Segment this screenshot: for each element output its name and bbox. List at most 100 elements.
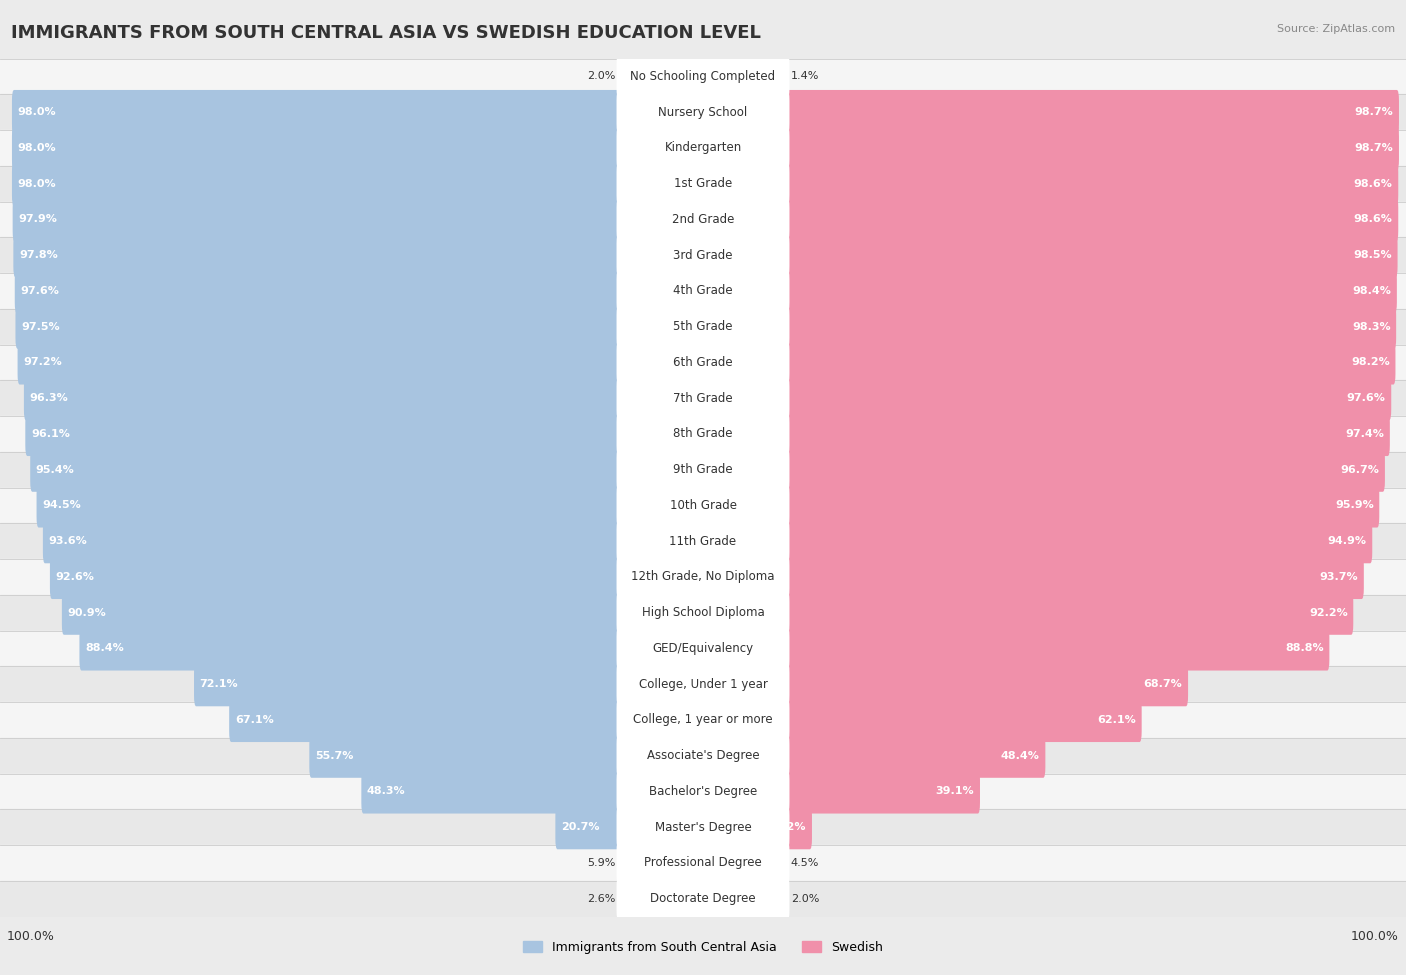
Text: 55.7%: 55.7%	[315, 751, 353, 760]
Bar	[0, 58, 1406, 95]
FancyBboxPatch shape	[616, 733, 790, 778]
FancyBboxPatch shape	[616, 340, 790, 384]
FancyBboxPatch shape	[616, 126, 790, 170]
Bar	[0, 344, 1406, 380]
FancyBboxPatch shape	[616, 55, 790, 98]
FancyBboxPatch shape	[785, 733, 1046, 778]
Text: 98.2%: 98.2%	[1351, 358, 1391, 368]
FancyBboxPatch shape	[51, 555, 621, 599]
Text: 96.7%: 96.7%	[1340, 465, 1379, 475]
FancyBboxPatch shape	[30, 448, 621, 491]
FancyBboxPatch shape	[616, 555, 790, 599]
Text: 72.1%: 72.1%	[200, 680, 238, 689]
FancyBboxPatch shape	[785, 304, 1396, 349]
Text: 93.7%: 93.7%	[1320, 572, 1358, 582]
Text: 12th Grade, No Diploma: 12th Grade, No Diploma	[631, 570, 775, 583]
FancyBboxPatch shape	[785, 340, 1395, 384]
FancyBboxPatch shape	[309, 733, 621, 778]
FancyBboxPatch shape	[17, 340, 621, 384]
Text: 15.2%: 15.2%	[768, 822, 807, 832]
Text: IMMIGRANTS FROM SOUTH CENTRAL ASIA VS SWEDISH EDUCATION LEVEL: IMMIGRANTS FROM SOUTH CENTRAL ASIA VS SW…	[11, 24, 761, 42]
FancyBboxPatch shape	[785, 805, 813, 849]
Text: GED/Equivalency: GED/Equivalency	[652, 642, 754, 655]
Text: 5.9%: 5.9%	[586, 858, 616, 868]
Text: 4.5%: 4.5%	[790, 858, 820, 868]
Bar	[0, 416, 1406, 451]
FancyBboxPatch shape	[616, 591, 790, 635]
Text: Nursery School: Nursery School	[658, 105, 748, 119]
FancyBboxPatch shape	[79, 626, 621, 671]
FancyBboxPatch shape	[616, 162, 790, 206]
Text: 6th Grade: 6th Grade	[673, 356, 733, 369]
Text: 98.0%: 98.0%	[17, 107, 56, 117]
Bar	[0, 880, 1406, 916]
Text: 96.3%: 96.3%	[30, 393, 69, 403]
Bar	[0, 451, 1406, 488]
Text: 98.0%: 98.0%	[17, 143, 56, 153]
FancyBboxPatch shape	[616, 840, 790, 885]
FancyBboxPatch shape	[229, 698, 621, 742]
Text: 9th Grade: 9th Grade	[673, 463, 733, 476]
Bar	[0, 809, 1406, 845]
FancyBboxPatch shape	[24, 376, 621, 420]
FancyBboxPatch shape	[361, 769, 621, 813]
Bar	[0, 559, 1406, 595]
Text: 10th Grade: 10th Grade	[669, 499, 737, 512]
FancyBboxPatch shape	[702, 844, 737, 881]
Text: 92.2%: 92.2%	[1309, 607, 1348, 617]
Text: High School Diploma: High School Diploma	[641, 606, 765, 619]
Text: 90.9%: 90.9%	[67, 607, 107, 617]
Text: 97.6%: 97.6%	[21, 286, 59, 295]
FancyBboxPatch shape	[616, 698, 790, 742]
Text: 97.2%: 97.2%	[22, 358, 62, 368]
Text: Professional Degree: Professional Degree	[644, 856, 762, 870]
Text: 98.7%: 98.7%	[1354, 143, 1393, 153]
FancyBboxPatch shape	[702, 880, 718, 917]
FancyBboxPatch shape	[13, 233, 621, 277]
Bar	[0, 702, 1406, 738]
Text: 96.1%: 96.1%	[31, 429, 70, 439]
Text: 2nd Grade: 2nd Grade	[672, 213, 734, 226]
FancyBboxPatch shape	[785, 698, 1142, 742]
Bar	[0, 666, 1406, 702]
Text: 5th Grade: 5th Grade	[673, 320, 733, 333]
FancyBboxPatch shape	[785, 376, 1392, 420]
FancyBboxPatch shape	[555, 805, 621, 849]
FancyBboxPatch shape	[616, 769, 790, 813]
Bar	[0, 130, 1406, 166]
Text: 48.4%: 48.4%	[1001, 751, 1040, 760]
Text: No Schooling Completed: No Schooling Completed	[630, 70, 776, 83]
FancyBboxPatch shape	[661, 844, 704, 881]
Text: 98.4%: 98.4%	[1353, 286, 1392, 295]
Text: 8th Grade: 8th Grade	[673, 427, 733, 441]
Text: 20.7%: 20.7%	[561, 822, 599, 832]
FancyBboxPatch shape	[785, 626, 1330, 671]
Text: 2.0%: 2.0%	[790, 894, 820, 904]
FancyBboxPatch shape	[616, 197, 790, 242]
Text: Bachelor's Degree: Bachelor's Degree	[650, 785, 756, 798]
FancyBboxPatch shape	[785, 197, 1398, 242]
FancyBboxPatch shape	[616, 805, 790, 849]
FancyBboxPatch shape	[785, 555, 1364, 599]
Bar	[0, 273, 1406, 309]
Text: 97.6%: 97.6%	[1347, 393, 1385, 403]
Text: College, 1 year or more: College, 1 year or more	[633, 714, 773, 726]
Text: 98.5%: 98.5%	[1354, 251, 1392, 260]
Bar	[0, 631, 1406, 666]
Legend: Immigrants from South Central Asia, Swedish: Immigrants from South Central Asia, Swed…	[519, 936, 887, 959]
Text: 97.9%: 97.9%	[18, 214, 58, 224]
Text: 7th Grade: 7th Grade	[673, 392, 733, 405]
FancyBboxPatch shape	[616, 519, 790, 564]
FancyBboxPatch shape	[785, 233, 1398, 277]
Text: 98.6%: 98.6%	[1354, 178, 1392, 188]
FancyBboxPatch shape	[785, 126, 1399, 170]
FancyBboxPatch shape	[15, 269, 621, 313]
Text: 98.0%: 98.0%	[17, 178, 56, 188]
FancyBboxPatch shape	[616, 411, 790, 456]
FancyBboxPatch shape	[13, 90, 621, 135]
Text: 3rd Grade: 3rd Grade	[673, 249, 733, 261]
Text: 95.9%: 95.9%	[1334, 500, 1374, 510]
FancyBboxPatch shape	[15, 304, 621, 349]
FancyBboxPatch shape	[785, 591, 1354, 635]
Text: Master's Degree: Master's Degree	[655, 821, 751, 834]
